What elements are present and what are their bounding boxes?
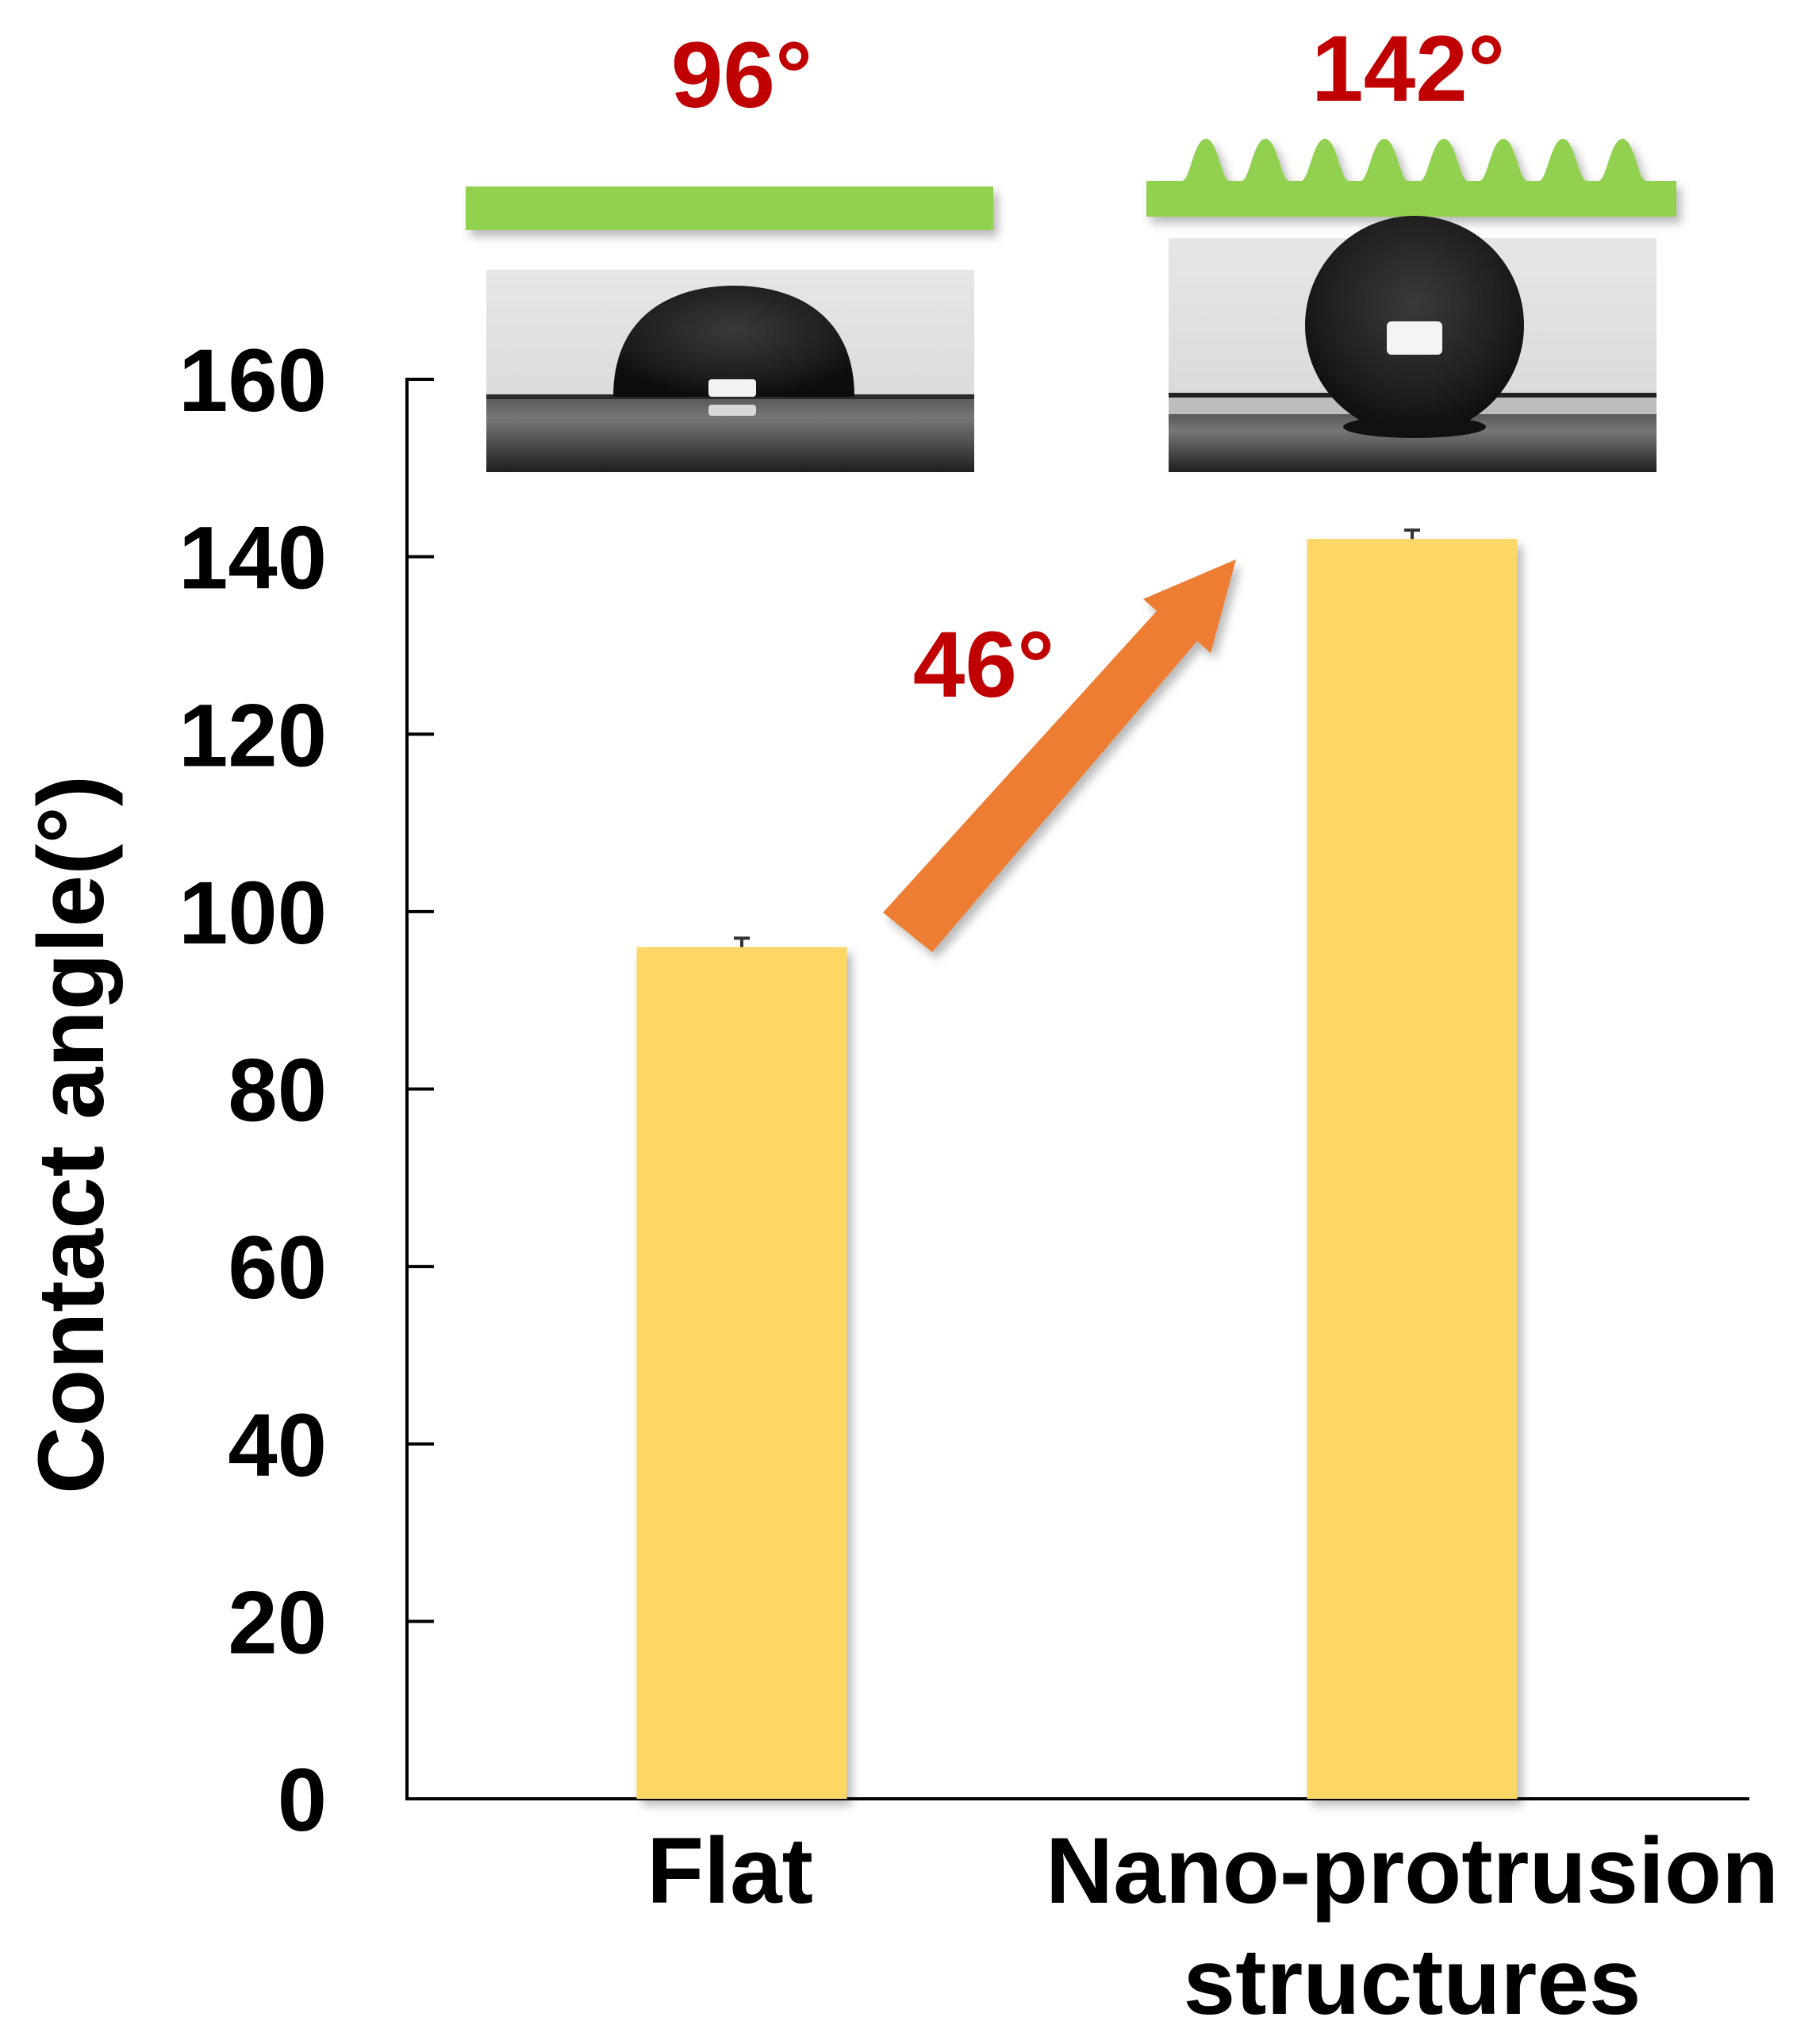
flat-surface-illustration: [466, 186, 993, 230]
error-bars: [734, 528, 1420, 947]
y-tick-label-60: 60: [228, 1218, 327, 1317]
y-tick-label-160: 160: [179, 331, 327, 430]
nano-protrusion-surface-illustration: [1146, 139, 1676, 217]
category-label-1-line-1: structures: [1183, 1930, 1641, 2034]
difference-label: 46°: [913, 613, 1054, 717]
y-tick-label-20: 20: [228, 1573, 327, 1672]
category-label-1-line-0: Nano-protrusion: [1046, 1819, 1779, 1923]
y-tick-label-120: 120: [179, 686, 327, 785]
illustrations: [466, 139, 1676, 472]
bars: [636, 539, 1518, 1800]
value-labels: 96° 142°: [671, 17, 1505, 128]
arrow-shape: [883, 559, 1236, 952]
value-label-1: 142°: [1311, 17, 1505, 121]
droplet-photo-flat: [486, 270, 974, 472]
difference-arrow: 46°: [883, 559, 1236, 952]
bar-flat: [636, 947, 847, 1799]
axes: 0 20 40 60 80 100 120 140 160: [179, 331, 1749, 1850]
value-label-0: 96°: [671, 23, 812, 128]
y-tick-label-100: 100: [179, 863, 327, 962]
category-label-0-line-0: Flat: [647, 1819, 813, 1923]
droplet-photo-nano-protrusion: [1169, 216, 1657, 472]
y-tick-labels: 0 20 40 60 80 100 120 140 160: [179, 331, 327, 1850]
y-axis-label: Contact angle(°): [19, 775, 124, 1494]
bar-nano-protrusion: [1307, 539, 1518, 1800]
y-tick-label-40: 40: [228, 1396, 327, 1495]
y-ticks: [405, 378, 434, 1800]
y-tick-label-80: 80: [228, 1041, 327, 1140]
y-tick-label-0: 0: [278, 1750, 327, 1850]
y-tick-label-140: 140: [179, 509, 327, 608]
